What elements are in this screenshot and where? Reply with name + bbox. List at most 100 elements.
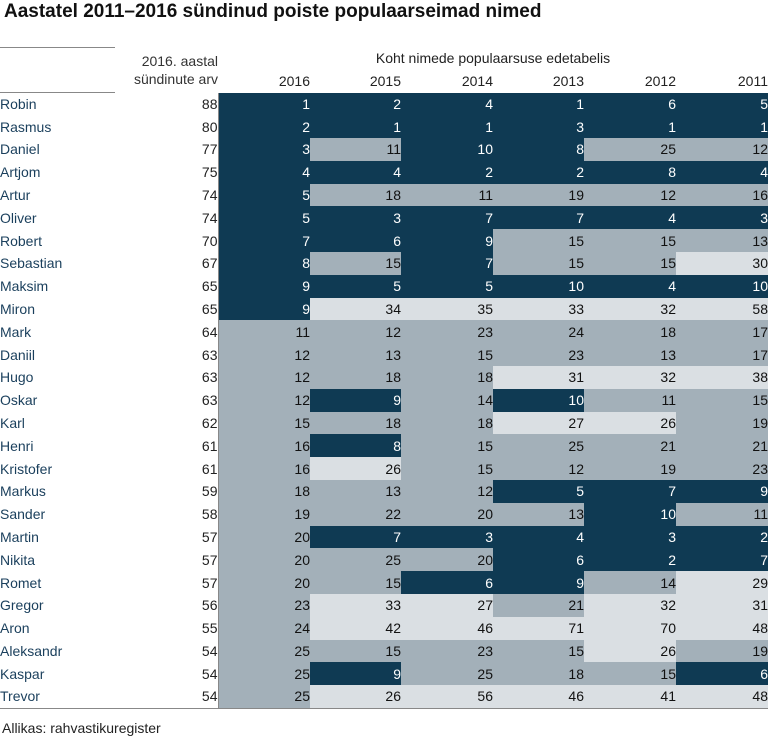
row-name: Robert (0, 232, 43, 249)
rank-cell-2015: 11 (310, 138, 401, 161)
rank-cell-2013: 13 (493, 502, 584, 526)
row-count: 70 (201, 232, 218, 249)
row-name: Aleksandr (0, 643, 63, 660)
rank-cell-2012: 2 (584, 548, 676, 572)
table-row: Kaspar 54 25 9 25 18 15 6 (0, 662, 768, 686)
rank-cell-2012: 4 (584, 274, 676, 298)
row-count: 63 (201, 369, 218, 386)
table-row: Oliver 74 5 3 7 7 4 3 (0, 206, 768, 230)
rank-cell-2012: 32 (584, 366, 676, 389)
rank-cell-2011: 30 (676, 252, 768, 275)
row-name: Trevor (0, 685, 115, 709)
table-row: Nikita 57 20 25 20 6 2 7 (0, 548, 768, 572)
rank-cell-2013: 7 (493, 206, 584, 230)
rank-cell-2012: 19 (584, 457, 676, 481)
rank-cell-2011: 58 (676, 297, 768, 321)
rank-cell-2015: 42 (310, 616, 401, 640)
rank-cell-2016: 11 (217, 320, 310, 344)
rank-cell-2011: 48 (676, 685, 768, 709)
row-count: 88 (201, 95, 218, 112)
rank-cell-2015: 12 (310, 320, 401, 344)
rank-cell-2011: 48 (676, 616, 768, 640)
rank-cell-2013: 8 (493, 138, 584, 161)
rank-cell-2011: 19 (676, 639, 768, 663)
rank-cell-2015: 9 (310, 388, 401, 412)
row-count: 61 (201, 437, 218, 454)
rank-cell-2011: 17 (676, 343, 768, 367)
rank-cell-2013: 15 (493, 229, 584, 253)
rank-cell-2013: 15 (493, 639, 584, 663)
rank-cell-2014: 23 (401, 639, 493, 663)
row-name: Nikita (0, 551, 36, 568)
table-row: Karl 62 15 18 18 27 26 19 (0, 411, 768, 435)
rank-cell-2016: 20 (217, 571, 310, 595)
rank-cell-2013: 2 (493, 160, 584, 184)
table-row: Romet 57 20 15 6 9 14 29 (0, 571, 768, 595)
rank-cell-2015: 2 (310, 92, 401, 116)
rank-table: 2016. aastal sündinute arv Koht nimede p… (0, 47, 768, 709)
rank-cell-2015: 34 (310, 297, 401, 321)
rank-cell-2011: 31 (676, 594, 768, 617)
rank-cell-2016: 1 (217, 92, 310, 116)
rank-cell-2014: 7 (401, 252, 493, 275)
row-name: Daniel (0, 141, 40, 158)
rank-cell-2016: 5 (217, 183, 310, 207)
rank-cell-2016: 9 (217, 274, 310, 298)
rank-cell-2016: 16 (217, 457, 310, 481)
rank-cell-2015: 5 (310, 274, 401, 298)
rank-cell-2016: 15 (217, 411, 310, 435)
rank-cell-2012: 12 (584, 183, 676, 207)
row-name: Sander (0, 506, 46, 523)
row-count: 54 (115, 685, 218, 709)
rank-cell-2012: 32 (584, 297, 676, 321)
rank-cell-2014: 5 (401, 274, 493, 298)
row-name: Romet (0, 574, 42, 591)
rank-cell-2012: 4 (584, 206, 676, 230)
rank-cell-2016: 8 (217, 252, 310, 275)
rank-cell-2016: 20 (217, 548, 310, 572)
rank-cell-2016: 9 (217, 297, 310, 321)
row-name: Karl (0, 415, 25, 432)
rank-cell-2014: 7 (401, 206, 493, 230)
table-row: Rasmus 80 2 1 1 3 1 1 (0, 115, 768, 139)
rank-cell-2014: 20 (401, 548, 493, 572)
rank-cell-2011: 10 (676, 274, 768, 298)
rank-cell-2016: 18 (217, 480, 310, 503)
rank-cell-2013: 18 (493, 662, 584, 686)
rank-cell-2015: 26 (310, 685, 401, 709)
rank-cell-2015: 33 (310, 594, 401, 617)
row-name: Aron (0, 620, 30, 637)
rank-cell-2011: 9 (676, 480, 768, 503)
year-header-2016: 2016 (278, 72, 310, 89)
row-count: 54 (201, 643, 218, 660)
rank-cell-2016: 7 (217, 229, 310, 253)
rank-cell-2016: 23 (217, 594, 310, 617)
table-row: Artur 74 5 18 11 19 12 16 (0, 183, 768, 207)
rank-cell-2016: 5 (217, 206, 310, 230)
rank-cell-2012: 15 (584, 252, 676, 275)
rank-cell-2014: 3 (401, 525, 493, 549)
row-count: 63 (201, 346, 218, 363)
rank-cell-2013: 31 (493, 366, 584, 389)
rank-cell-2014: 2 (401, 160, 493, 184)
row-count: 62 (201, 415, 218, 432)
table-row: Kristofer 61 16 26 15 12 19 23 (0, 457, 768, 481)
rank-cell-2011: 6 (676, 662, 768, 686)
rank-cell-2012: 25 (584, 138, 676, 161)
rank-cell-2013: 27 (493, 411, 584, 435)
rank-cell-2013: 23 (493, 343, 584, 367)
rank-cell-2014: 4 (401, 92, 493, 116)
table-row: Aleksandr 54 25 15 23 15 26 19 (0, 639, 768, 663)
count-header: 2016. aastal sündinute arv (133, 53, 218, 87)
rank-cell-2011: 11 (676, 502, 768, 526)
rank-cell-2016: 4 (217, 160, 310, 184)
row-count: 65 (201, 278, 218, 295)
row-name: Martin (0, 529, 39, 546)
row-name: Artjom (0, 164, 41, 181)
corner-cell-2 (0, 68, 115, 93)
rank-cell-2013: 4 (493, 525, 584, 549)
rank-cell-2013: 10 (493, 274, 584, 298)
rank-cell-2016: 25 (217, 639, 310, 663)
row-count: 65 (201, 301, 218, 318)
